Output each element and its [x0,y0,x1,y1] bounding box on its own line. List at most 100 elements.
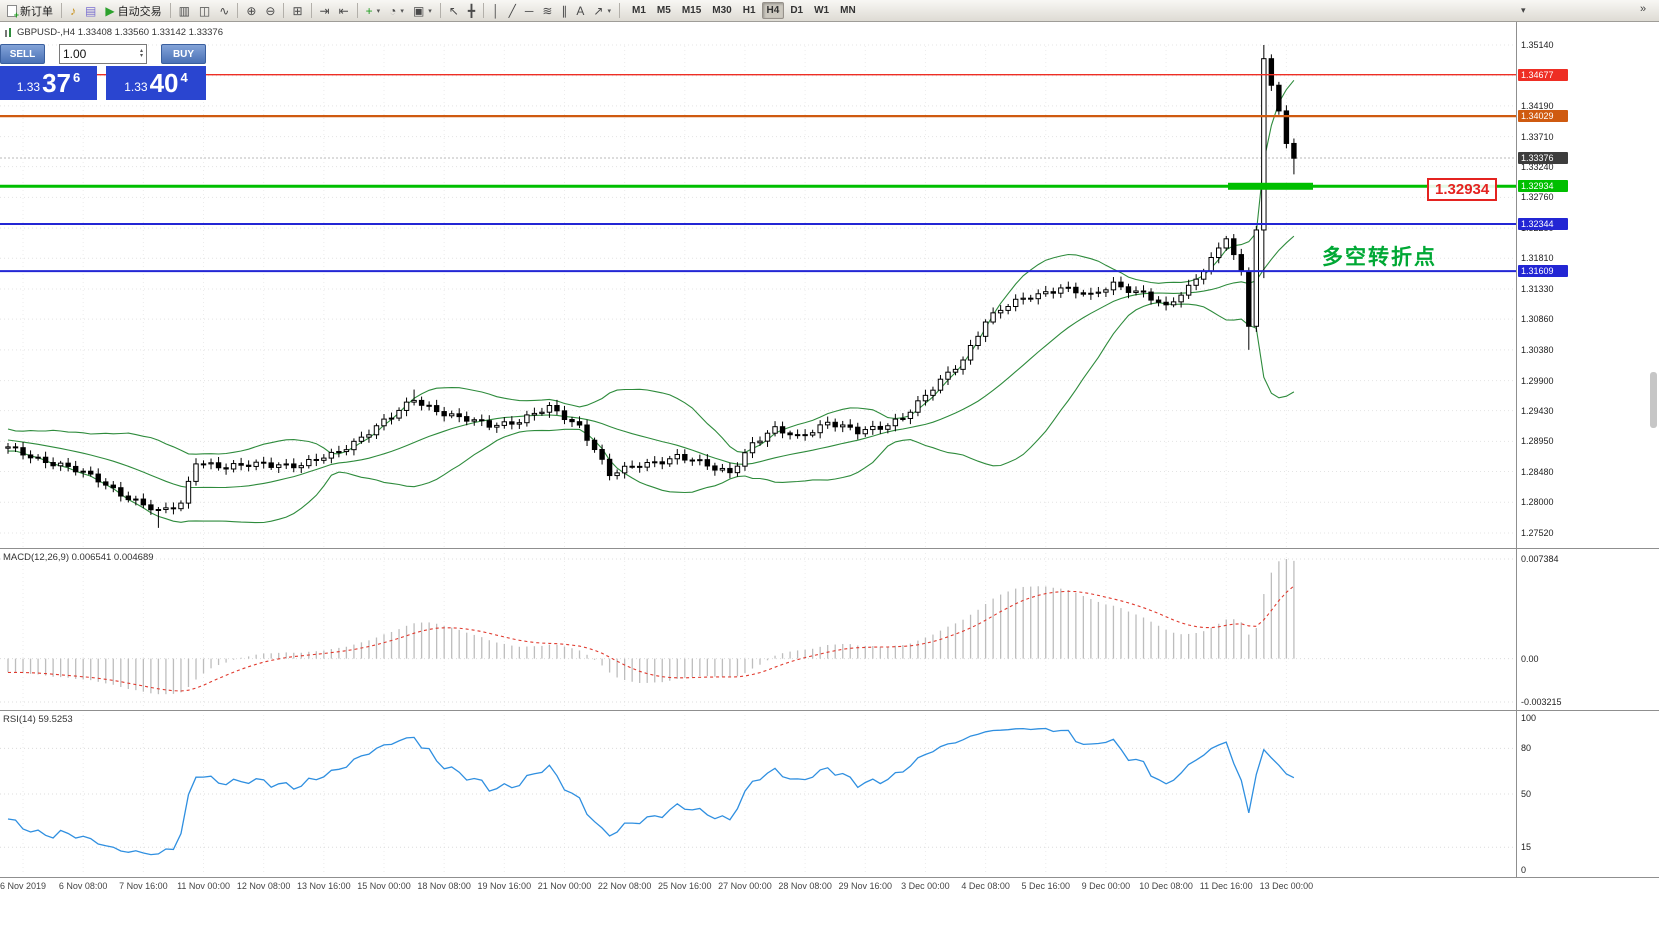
price-tick: 1.28000 [1521,497,1554,508]
toolbar-overflow-chevron-icon[interactable]: » [1640,3,1647,15]
candlestick-chart-button[interactable]: ◫ [195,2,214,20]
price-tick: 1.35140 [1521,40,1554,50]
arrows-button[interactable]: ↗ ▾ [589,2,615,20]
zoom-in-icon: ⊕ [246,3,257,18]
chart-shift-button[interactable]: ⇤ [335,2,353,20]
buy-button[interactable]: BUY [161,44,206,64]
news-button[interactable]: ▤ [81,2,100,20]
toolbar-overflow-caret-icon[interactable]: ▾ [1521,5,1526,15]
horizontal-line-button[interactable]: ─ [521,2,538,20]
templates-icon: ▣ [412,3,425,18]
alerts-button[interactable]: ♪ [66,2,80,20]
chart-symbol-icon [4,28,13,37]
timeframe-h4-button[interactable]: H4 [761,2,785,19]
templates-button[interactable]: ▣ ▾ [409,2,436,20]
auto-scroll-button[interactable]: ⇥ [316,2,334,20]
trendline-button[interactable]: ╱ [505,2,520,20]
text-button[interactable]: A [572,2,588,20]
sell-button[interactable]: SELL [0,44,45,64]
panel-separator[interactable] [0,710,1659,711]
new-order-button[interactable]: 新订单 [3,2,57,20]
chart-annotation-text: 多空转折点 [1322,246,1437,269]
price-tick: 1.34190 [1521,100,1554,111]
macd-axis-tick: -0.003215 [1521,697,1562,707]
timeframe-m15-button[interactable]: M15 [681,5,702,16]
scrollbar-thumb[interactable] [1650,372,1657,428]
bar-chart-button[interactable]: ▥ [175,2,194,20]
zoom-out-button[interactable]: ⊖ [261,2,279,20]
timeframe-m1-button[interactable]: M1 [632,5,646,16]
price-tick: 1.30380 [1521,344,1554,355]
time-axis-label: 28 Nov 08:00 [778,881,832,891]
one-click-trading-panel: SELL 1.00 ▴ ▾ BUY 1.33 37 6 1.33 40 4 [0,44,206,100]
rsi-axis-tick: 0 [1521,865,1527,875]
panel-separator[interactable] [0,548,1659,549]
rsi-indicator-chart[interactable] [0,711,1516,877]
volume-value: 1.00 [63,47,87,61]
buy-price-pips: 40 [149,68,179,98]
timeframe-group: M1 M5 M15 M30 H1 H4 D1 W1 MN [627,2,861,19]
timeframe-w1-button[interactable]: W1 [814,5,830,16]
crosshair-icon: ╋ [467,3,476,18]
spinner-down-icon[interactable]: ▾ [139,53,143,59]
timeframe-h1-button[interactable]: H1 [742,5,756,16]
sell-price-base: 1.33 [16,79,41,94]
time-axis-label: 29 Nov 16:00 [838,881,893,891]
periods-button[interactable]: ◔ ▾ [385,2,408,20]
spinner-up-icon[interactable]: ▴ [139,48,143,54]
timeframe-mn-button[interactable]: MN [840,5,856,16]
sell-price-display[interactable]: 1.33 37 6 [0,66,97,100]
time-axis-label: 11 Nov 00:00 [177,881,230,891]
zoom-in-button[interactable]: ⊕ [242,2,260,20]
autotrading-icon: ▶ [105,3,115,18]
key-level-price-label: 1.32934 [1427,178,1498,201]
line-chart-button[interactable]: ∿ [215,2,233,20]
vertical-line-button[interactable]: │ [488,2,504,20]
channel-button[interactable]: ∥ [557,2,571,20]
price-level-badge: 1.32344 [1518,218,1568,231]
panel-separator[interactable] [0,877,1659,878]
price-axis: 1.351401.346601.341901.337101.332401.327… [1517,22,1659,897]
tile-windows-button[interactable]: ⊞ [288,2,306,20]
buy-price-display[interactable]: 1.33 40 4 [106,66,206,100]
bar-chart-icon: ▥ [178,3,190,18]
cursor-button[interactable]: ↖ [445,2,463,20]
time-axis-label: 21 Nov 00:00 [537,881,592,891]
crosshair-button[interactable]: ╋ [464,2,479,20]
main-price-chart[interactable] [0,22,1516,549]
alerts-icon: ♪ [70,3,76,18]
dropdown-caret-icon: ▾ [376,7,381,15]
time-axis-label: 9 Dec 00:00 [1081,881,1131,891]
price-tick: 1.28480 [1521,466,1554,477]
price-tick: 1.33710 [1521,131,1554,142]
time-axis-label: 13 Dec 00:00 [1259,881,1314,891]
time-axis-label: 7 Nov 16:00 [119,881,168,891]
text-icon: A [576,3,585,18]
macd-indicator-chart[interactable] [0,549,1516,710]
candlestick-chart-icon: ◫ [198,3,211,18]
price-tick: 1.31330 [1521,283,1554,294]
volume-spinner[interactable]: ▴ ▾ [139,48,143,59]
price-level-badge: 1.34029 [1518,110,1568,123]
indicators-button[interactable]: + ▾ [362,2,385,20]
timeframe-d1-button[interactable]: D1 [790,5,804,16]
toolbar-separator [169,3,171,18]
time-axis-label: 27 Nov 00:00 [718,881,772,891]
time-axis-label: 25 Nov 16:00 [658,881,712,891]
new-order-icon [7,4,19,20]
sell-price-point: 6 [73,70,81,85]
current-price-badge: 1.33376 [1518,151,1568,164]
line-chart-icon: ∿ [219,3,230,18]
toolbar-separator [439,3,441,18]
timeframe-m5-button[interactable]: M5 [656,5,671,16]
volume-input[interactable]: 1.00 ▴ ▾ [59,44,147,64]
autotrading-button[interactable]: ▶ 自动交易 [101,2,165,20]
time-axis-label: 19 Nov 16:00 [477,881,532,891]
price-level-badge: 1.31609 [1518,265,1568,278]
time-axis-label: 4 Dec 08:00 [961,881,1010,891]
dropdown-caret-icon: ▾ [400,7,404,15]
price-tick: 1.29430 [1521,405,1554,416]
fibonacci-button[interactable]: ≋ [538,2,556,20]
timeframe-m30-button[interactable]: M30 [712,5,732,16]
